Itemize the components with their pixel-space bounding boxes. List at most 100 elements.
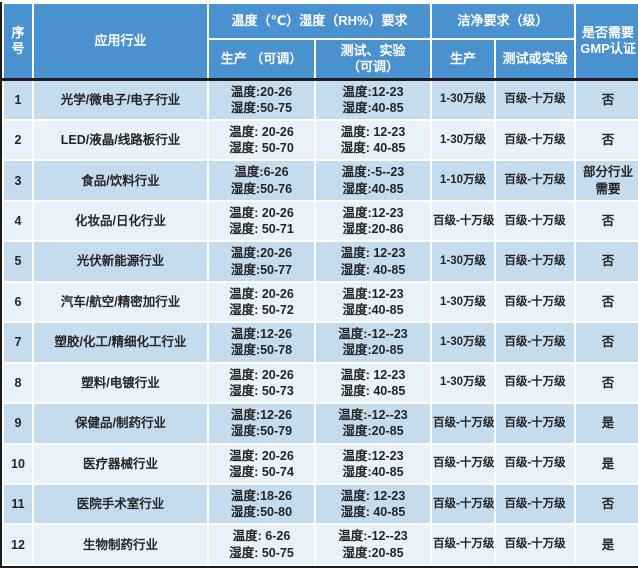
table-header: 序号 应用行业 温度（℃）湿度（RH%）要求 洁净要求（级） 是否需要 GMP认… [2,2,638,81]
clean-production-cell: 1-30万级 [430,240,497,283]
test-temp-humidity-cell: 温度: 12-23 湿度: 40-85 [313,361,433,405]
value-line: 温度:-12--23 [338,529,408,544]
header-test-line1: 测试、实验 [340,42,406,58]
serial-number-cell: 7 [2,321,34,364]
table-body: 1 光学/微电子/电子行业 温度:20-26 湿度:50-75 温度:12-23 湿度:4… [2,77,638,566]
header-col-industry: 应用行业 [32,2,209,81]
serial-number-cell: 10 [2,442,34,485]
gmp-required-cell: 否 [574,119,638,162]
clean-production-cell: 1-10万级 [430,159,497,202]
test-temp-humidity-cell: 温度:-12--23 湿度:20-85 [313,402,433,445]
serial-number-cell: 1 [2,77,34,122]
value-line: 湿度:40-85 [342,303,404,317]
industry-name-cell: LED/液晶/线路板行业 [32,119,209,162]
production-temp-humidity-cell: 温度: 20-26 湿度: 50-71 [207,199,316,243]
clean-test-cell: 百级-十万级 [494,321,577,364]
clean-production-cell: 1-30万级 [430,361,497,405]
clean-test-cell: 百级-十万级 [494,77,577,122]
industry-name-cell: 化妆品/日化行业 [32,199,209,243]
gmp-required-cell: 否 [574,240,638,283]
table-row: 2 LED/液晶/线路板行业 温度: 20-26 湿度: 50-70 温度: 12-23… [2,119,638,162]
value-line: 温度: 20-26 [229,448,294,463]
serial-number-cell: 3 [2,159,34,202]
production-temp-humidity-cell: 温度:12-26 湿度:50-79 [207,402,316,445]
gmp-required-cell: 否 [574,482,638,526]
header-gmp-line1: 是否需要 [582,24,635,40]
header-test-line2: （可调） [347,58,400,74]
gmp-required-cell: 部分行业需要 [574,159,638,202]
value-line: 温度:12-23 [342,84,404,99]
value-line: 湿度: 50-73 [229,383,294,398]
header-row-top: 序号 应用行业 温度（℃）湿度（RH%）要求 洁净要求（级） 是否需要 GMP认… [2,2,638,81]
clean-production-cell: 1-30万级 [430,77,497,122]
clean-production-cell: 百级-十万级 [430,523,497,566]
value-line: 湿度: 50-74 [229,464,294,479]
value-line: 温度:-12--23 [338,327,408,342]
industry-name-cell: 光伏新能源行业 [32,240,209,283]
production-temp-humidity-cell: 温度:20-26 湿度:50-75 [207,77,316,122]
value-line: 湿度:50-75 [230,100,293,115]
test-temp-humidity-cell: 温度: 12-23 湿度: 40-85 [313,119,433,162]
production-temp-humidity-cell: 温度: 20-26 湿度: 50-72 [207,280,316,324]
value-line: 温度:12-23 [342,286,404,301]
industry-name-cell: 光学/微电子/电子行业 [32,77,209,122]
industry-name-cell: 食品/饮料行业 [32,159,209,202]
clean-production-cell: 百级-十万级 [430,482,497,526]
production-temp-humidity-cell: 温度:20-26 湿度:50-77 [207,240,316,283]
clean-production-cell: 1-30万级 [430,119,497,162]
industry-name-cell: 医疗器械行业 [32,442,209,485]
value-line: 湿度:50-78 [230,343,293,358]
header-sub-clean-production: 生产 [430,38,497,81]
test-temp-humidity-cell: 温度:12-23 湿度:40-85 [313,442,433,485]
value-line: 温度: 12-23 [340,367,406,382]
value-line: 温度:12-26 [230,408,293,423]
clean-test-cell: 百级-十万级 [494,482,577,526]
table-row: 9 保健品/制药行业 温度:12-26 湿度:50-79 温度:-12--23 湿度:20… [2,402,638,445]
value-line: 湿度:50-77 [230,262,293,277]
table-row: 8 塑料/电镀行业 温度: 20-26 湿度: 50-73 温度: 12-23 湿度: 4… [2,361,638,405]
header-col-serial: 序号 [2,2,34,81]
header-row-sub: 生产 （可调） 测试、实验 （可调） 生产 测试或实验 [3,38,638,81]
value-line: 湿度: 50-71 [229,222,294,237]
header-sub-clean-test: 测试或实验 [494,38,577,81]
value-line: 温度: 20-26 [229,286,294,301]
clean-production-cell: 百级-十万级 [430,402,497,445]
header-sub-production-adjustable: 生产 （可调） [207,38,316,81]
gmp-required-cell: 是 [574,402,638,445]
clean-test-cell: 百级-十万级 [494,159,577,202]
clean-test-cell: 百级-十万级 [494,523,577,566]
test-temp-humidity-cell: 温度:12-23 湿度:40-85 [313,280,433,324]
table-row: 12 生物制药行业 温度: 6-26 湿度: 50-75 温度:-12--23 湿度:20… [2,523,638,566]
test-temp-humidity-cell: 温度:-12--23 湿度:20-85 [313,321,433,364]
value-line: 温度: 12-23 [340,125,406,139]
clean-test-cell: 百级-十万级 [494,402,577,445]
serial-number-cell: 4 [2,199,34,243]
value-line: 湿度:20-85 [342,343,404,358]
table-row: 11 医院手术室行业 温度:18-26 湿度:50-80 温度: 12-23 湿度: 40… [2,482,638,526]
value-line: 温度: 6-26 [232,529,291,544]
value-line: 湿度:40-85 [342,464,404,479]
value-line: 湿度: 40-85 [340,262,406,277]
clean-production-cell: 1-30万级 [430,321,497,364]
value-line: 湿度: 50-72 [229,303,294,317]
value-line: 温度: 12-23 [340,488,406,503]
value-line: 温度:6-26 [234,165,289,180]
industry-name-cell: 生物制药行业 [32,523,209,566]
table-row: 10 医疗器械行业 温度: 20-26 湿度: 50-74 温度:12-23 湿度:40-… [2,442,638,485]
header-gmp-line2: GMP认证 [580,40,636,56]
gmp-required-cell: 否 [574,199,638,243]
test-temp-humidity-cell: 温度:12-23 湿度:40-85 [313,77,433,122]
value-line: 温度:12-23 [342,448,404,463]
value-line: 湿度:40-85 [342,181,404,196]
clean-test-cell: 百级-十万级 [494,280,577,324]
clean-test-cell: 百级-十万级 [494,240,577,283]
value-line: 湿度:50-79 [230,424,293,439]
serial-number-cell: 2 [2,119,34,162]
value-line: 湿度:40-85 [342,100,404,115]
production-temp-humidity-cell: 温度: 20-26 湿度: 50-70 [207,119,316,162]
value-line: 温度:20-26 [230,246,293,261]
table-row: 5 光伏新能源行业 温度:20-26 湿度:50-77 温度: 12-23 湿度: 40-… [2,240,638,283]
gmp-required-cell: 否 [574,361,638,405]
serial-number-cell: 5 [2,240,34,283]
